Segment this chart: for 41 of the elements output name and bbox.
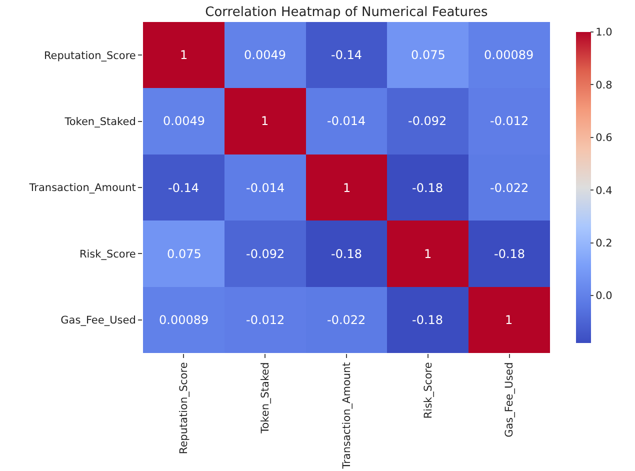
- color-bar-label: 0.0: [596, 290, 612, 302]
- data-label: 0.00089: [159, 313, 209, 327]
- data-label: -0.092: [408, 114, 447, 128]
- data-label: 0.075: [411, 48, 446, 62]
- y-tick-label: Reputation_Score: [44, 50, 136, 62]
- chart-title: Correlation Heatmap of Numerical Features: [205, 5, 488, 20]
- data-label: -0.012: [490, 114, 529, 128]
- y-tick-label: Transaction_Amount: [28, 182, 136, 194]
- y-tick-label: Risk_Score: [79, 248, 136, 260]
- data-label: 0.0049: [163, 114, 205, 128]
- data-label: -0.022: [490, 181, 529, 195]
- data-label: -0.18: [412, 181, 444, 195]
- data-label: -0.14: [331, 48, 362, 62]
- data-label: -0.18: [494, 247, 526, 261]
- color-bar-label: 0.2: [596, 238, 612, 250]
- x-tick-label: Risk_Score: [422, 362, 434, 419]
- data-label: -0.014: [327, 114, 366, 128]
- data-label: 1: [180, 48, 188, 62]
- data-label: 0.0049: [244, 48, 286, 62]
- y-tick-label: Gas_Fee_Used: [60, 314, 136, 327]
- data-label: -0.014: [246, 181, 285, 195]
- x-tick-label: Token_Staked: [260, 362, 272, 434]
- data-label: 1: [343, 181, 351, 195]
- data-label: 1: [424, 247, 432, 261]
- data-label: -0.012: [246, 313, 285, 327]
- y-tick-label: Token_Staked: [64, 116, 136, 128]
- data-label: -0.18: [412, 313, 444, 327]
- color-bar-label: 0.8: [596, 79, 612, 92]
- color-bar-label: 1.0: [596, 26, 612, 39]
- data-label: -0.022: [327, 313, 366, 327]
- data-label: -0.18: [331, 247, 362, 261]
- x-tick-label: Gas_Fee_Used: [504, 362, 516, 438]
- data-label: 0.00089: [484, 48, 534, 62]
- data-label: 0.075: [167, 247, 202, 261]
- x-tick-label: Transaction_Amount: [340, 362, 353, 470]
- color-bar-label: 0.4: [596, 184, 613, 197]
- data-label: 1: [505, 313, 513, 327]
- data-label: 1: [261, 114, 269, 128]
- color-bar-label: 0.6: [596, 132, 613, 144]
- data-label: -0.14: [168, 181, 200, 195]
- data-label: -0.092: [246, 247, 285, 261]
